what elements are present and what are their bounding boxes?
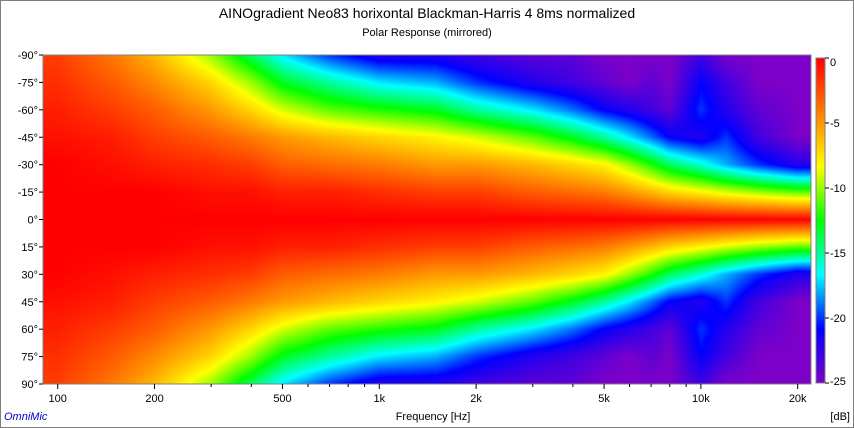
- y-tick-label-3: -45°: [18, 132, 38, 144]
- x-tick-label-5: 5k: [598, 393, 610, 405]
- chart-title: AINOgradient Neo83 horixontal Blackman-H…: [219, 5, 635, 21]
- colorbar: [816, 58, 825, 383]
- colorbar-tick-label-5: -25: [830, 376, 846, 388]
- colorbar-tick-label-3: -15: [830, 248, 846, 260]
- x-tick-label-6: 10k: [692, 393, 710, 405]
- x-tick-label-2: 500: [273, 393, 291, 405]
- y-tick-label-0: -90°: [18, 50, 38, 62]
- y-tick-label-1: -75°: [18, 77, 38, 89]
- x-axis-label: Frequency [Hz]: [396, 411, 471, 423]
- heatmap-plot-area: [43, 55, 811, 384]
- colorbar-border: [815, 57, 826, 384]
- y-tick-label-2: -60°: [18, 105, 38, 117]
- y-tick-label-12: 90°: [21, 379, 38, 391]
- x-tick-label-1: 200: [145, 393, 163, 405]
- omnimic-brand: OmniMic: [4, 411, 48, 423]
- x-tick-label-4: 2k: [470, 393, 482, 405]
- y-tick-label-7: 15°: [21, 242, 38, 254]
- colorbar-tick-label-0: 0: [830, 57, 836, 69]
- y-tick-label-8: 30°: [21, 269, 38, 281]
- y-tick-label-9: 45°: [21, 297, 38, 309]
- colorbar-unit: [dB]: [830, 411, 850, 423]
- y-tick-label-4: -30°: [18, 160, 38, 172]
- y-tick-label-10: 60°: [21, 324, 38, 336]
- colorbar-ticks: 0 -5 -10 -15 -20 -25: [825, 57, 846, 388]
- colorbar-tick-label-4: -20: [830, 313, 846, 325]
- x-tick-label-3: 1k: [373, 393, 385, 405]
- colorbar-tick-label-1: -5: [830, 118, 840, 130]
- x-axis-ticks: 100 200 500 1k 2k 5k 10k 20k: [49, 384, 807, 405]
- chart-subtitle: Polar Response (mirrored): [362, 27, 492, 39]
- y-tick-label-6: 0°: [27, 215, 38, 227]
- y-axis-ticks: -90° -75° -60° -45° -30° -15° 0° 15° 30° 45° 60° 75…: [18, 50, 43, 391]
- colorbar-tick-label-2: -10: [830, 183, 846, 195]
- x-tick-label-7: 20k: [789, 393, 807, 405]
- y-tick-label-5: -15°: [18, 187, 38, 199]
- x-tick-label-0: 100: [49, 393, 67, 405]
- y-tick-label-11: 75°: [21, 352, 38, 364]
